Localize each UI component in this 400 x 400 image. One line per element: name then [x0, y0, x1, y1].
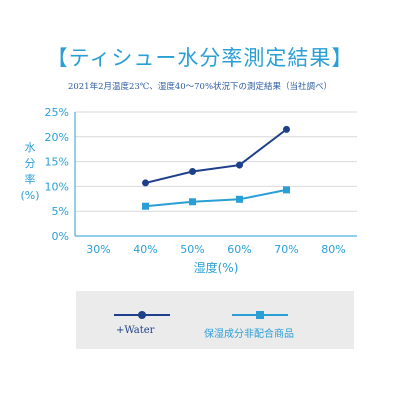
series-line-control	[145, 188, 287, 208]
y-axis-label-part: 分	[24, 157, 36, 170]
y-tick-label: 5%	[52, 205, 69, 218]
x-tick-label: 30%	[86, 243, 110, 256]
data-point-water	[236, 161, 243, 169]
chart-title: 【ティシュー水分率測定結果】	[46, 46, 354, 70]
y-tick-label: 25%	[45, 106, 69, 119]
data-point-water	[142, 179, 149, 187]
x-tick-label: 40%	[133, 243, 157, 256]
chart-legend: +Water 保湿成分非配合商品	[76, 291, 354, 349]
x-tick-label: 70%	[274, 243, 298, 256]
chart-subtitle: 2021年2月温度23℃、湿度40～70%状況下の測定結果（当社調べ）	[67, 82, 333, 92]
y-axis-label: 水 分 率 (%)	[18, 140, 42, 204]
y-tick-label: 20%	[45, 131, 69, 144]
data-point-water	[283, 125, 290, 133]
line-chart: 0% 5% 10% 15% 20% 25% 30% 40% 50% 60% 70% 80% 湿度(%)	[45, 106, 357, 275]
legend-marker-circle	[114, 311, 170, 319]
data-point-control	[189, 198, 196, 206]
y-axis-label-part: 水	[24, 141, 36, 154]
legend-item-water: +Water	[106, 291, 196, 349]
x-tick-label: 50%	[180, 243, 204, 256]
y-tick-label: 15%	[45, 156, 69, 169]
series-line-water	[145, 128, 288, 184]
y-axis-label-part: 率	[24, 173, 36, 186]
y-tick-label: 10%	[45, 180, 69, 193]
y-tick-label: 0%	[52, 230, 69, 243]
legend-label-water: +Water	[116, 325, 155, 336]
legend-item-control: 保湿成分非配合商品	[204, 291, 344, 349]
data-point-water	[189, 168, 196, 176]
y-axis-label-part: (%)	[20, 189, 40, 202]
legend-label-control: 保湿成分非配合商品	[204, 329, 294, 340]
x-tick-label: 80%	[321, 243, 345, 256]
data-point-control	[236, 195, 243, 203]
legend-marker-square	[232, 311, 288, 319]
x-tick-label: 60%	[227, 243, 251, 256]
data-point-control	[142, 202, 149, 210]
data-point-control	[283, 186, 290, 194]
x-axis-label: 湿度(%)	[194, 260, 239, 275]
